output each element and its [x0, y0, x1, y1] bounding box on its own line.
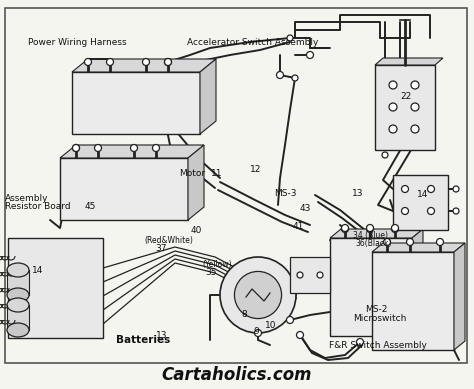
Circle shape — [428, 207, 435, 214]
Circle shape — [437, 238, 444, 245]
Circle shape — [317, 272, 323, 278]
Text: 14: 14 — [32, 266, 44, 275]
Circle shape — [297, 272, 303, 278]
Polygon shape — [372, 243, 465, 252]
Circle shape — [276, 72, 283, 79]
Text: Resistor Board: Resistor Board — [5, 202, 70, 211]
Text: 36(Black): 36(Black) — [356, 238, 392, 248]
Bar — [60, 158, 188, 220]
Text: 41: 41 — [293, 222, 304, 231]
Bar — [393, 175, 448, 230]
Circle shape — [73, 144, 80, 151]
Bar — [7, 270, 29, 295]
Text: Cartaholics.com: Cartaholics.com — [162, 366, 312, 384]
Text: 43: 43 — [300, 203, 311, 213]
Bar — [8, 238, 103, 338]
Circle shape — [453, 208, 459, 214]
Polygon shape — [330, 229, 423, 238]
Circle shape — [292, 75, 298, 81]
Circle shape — [255, 329, 262, 336]
Circle shape — [401, 186, 409, 193]
Polygon shape — [60, 145, 204, 158]
Text: Motor: Motor — [179, 168, 205, 178]
Circle shape — [383, 238, 391, 245]
Circle shape — [389, 103, 397, 111]
Bar — [330, 238, 412, 336]
Circle shape — [220, 257, 296, 333]
Text: (Red&White): (Red&White) — [145, 236, 193, 245]
Circle shape — [411, 125, 419, 133]
Text: 12: 12 — [250, 165, 262, 174]
Circle shape — [307, 51, 313, 58]
Text: 40: 40 — [191, 226, 202, 235]
Ellipse shape — [7, 288, 29, 302]
Text: Power Wiring Harness: Power Wiring Harness — [28, 37, 127, 47]
Polygon shape — [375, 58, 443, 65]
Circle shape — [94, 144, 101, 151]
Text: 13: 13 — [352, 189, 363, 198]
Text: Microswitch: Microswitch — [353, 314, 407, 324]
Circle shape — [356, 338, 364, 345]
Circle shape — [235, 272, 282, 319]
Circle shape — [164, 58, 172, 65]
Text: 34 (Blue): 34 (Blue) — [353, 231, 388, 240]
Polygon shape — [72, 59, 216, 72]
Text: 8: 8 — [242, 310, 247, 319]
Circle shape — [392, 226, 399, 233]
Circle shape — [411, 81, 419, 89]
Circle shape — [341, 226, 348, 233]
Text: 45: 45 — [84, 202, 96, 211]
Text: MS-3: MS-3 — [274, 189, 296, 198]
Text: 13: 13 — [155, 331, 167, 340]
Circle shape — [428, 186, 435, 193]
Text: Assembly: Assembly — [5, 194, 48, 203]
Bar — [7, 305, 29, 330]
Circle shape — [153, 144, 159, 151]
Circle shape — [389, 125, 397, 133]
Circle shape — [84, 58, 91, 65]
Text: MS-2: MS-2 — [365, 305, 387, 314]
Circle shape — [366, 224, 374, 231]
Text: (Yellow): (Yellow) — [203, 260, 232, 269]
Circle shape — [107, 58, 113, 65]
Circle shape — [382, 152, 388, 158]
Polygon shape — [188, 145, 204, 220]
Text: 22: 22 — [401, 92, 412, 101]
Text: F&R Switch Assembly: F&R Switch Assembly — [329, 341, 427, 350]
Ellipse shape — [7, 263, 29, 277]
Circle shape — [286, 317, 293, 324]
Bar — [290, 257, 330, 293]
Circle shape — [164, 58, 172, 65]
Bar — [375, 65, 435, 150]
Text: 14: 14 — [417, 190, 428, 199]
Bar — [372, 252, 454, 350]
Circle shape — [401, 207, 409, 214]
Circle shape — [366, 226, 374, 233]
Circle shape — [407, 238, 413, 245]
Text: Accelerator Switch Assembly: Accelerator Switch Assembly — [187, 37, 319, 47]
Polygon shape — [200, 59, 216, 134]
Circle shape — [297, 331, 303, 338]
Circle shape — [287, 35, 293, 41]
Ellipse shape — [7, 298, 29, 312]
Text: Batteries: Batteries — [116, 335, 170, 345]
Circle shape — [453, 186, 459, 192]
Circle shape — [392, 224, 399, 231]
Bar — [72, 72, 200, 134]
Text: 9: 9 — [254, 327, 259, 336]
Polygon shape — [412, 229, 423, 336]
Text: 10: 10 — [264, 321, 276, 331]
Text: 35: 35 — [205, 268, 217, 277]
Ellipse shape — [7, 323, 29, 337]
Text: 37: 37 — [155, 244, 166, 253]
Circle shape — [130, 144, 137, 151]
Polygon shape — [454, 243, 465, 350]
Text: 11: 11 — [211, 168, 222, 178]
Circle shape — [73, 144, 80, 151]
Circle shape — [411, 103, 419, 111]
Circle shape — [389, 81, 397, 89]
Circle shape — [341, 224, 348, 231]
Circle shape — [143, 58, 149, 65]
